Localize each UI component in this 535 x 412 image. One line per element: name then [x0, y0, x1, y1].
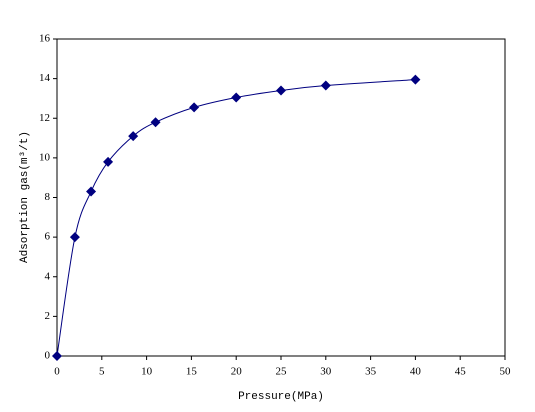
y-tick-label: 8 — [45, 191, 51, 203]
point — [128, 131, 139, 142]
point — [86, 186, 97, 197]
x-tick-label: 10 — [141, 366, 153, 378]
x-tick-label: 20 — [231, 366, 243, 378]
y-tick-label: 2 — [45, 310, 51, 322]
y-tick-label: 12 — [39, 112, 50, 124]
y-tick-label: 4 — [45, 270, 51, 282]
x-tick-label: 50 — [500, 366, 512, 378]
y-tick-label: 0 — [45, 350, 51, 362]
x-tick-label: 0 — [54, 366, 60, 378]
x-tick-label: 30 — [320, 366, 332, 378]
point — [103, 156, 114, 167]
y-tick-label: 14 — [39, 72, 51, 84]
point — [150, 117, 161, 128]
point — [52, 351, 62, 361]
x-tick-label: 40 — [410, 366, 422, 378]
point — [320, 80, 331, 91]
point — [410, 74, 421, 85]
x-tick-label: 5 — [99, 366, 105, 378]
x-tick-label: 25 — [276, 366, 288, 378]
point — [69, 232, 80, 243]
point — [231, 92, 242, 103]
y-axis-title: Adsorption gas(m³/t) — [19, 131, 31, 263]
y-tick-label: 6 — [45, 231, 51, 243]
y-tick-label: 16 — [39, 33, 51, 45]
x-tick-label: 45 — [455, 366, 467, 378]
x-axis-title: Pressure(MPa) — [238, 391, 324, 403]
x-tick-label: 35 — [365, 366, 377, 378]
x-tick-label: 15 — [186, 366, 198, 378]
point — [276, 85, 286, 96]
y-tick-label: 10 — [39, 151, 51, 163]
line — [56, 79, 416, 357]
point — [189, 102, 200, 113]
